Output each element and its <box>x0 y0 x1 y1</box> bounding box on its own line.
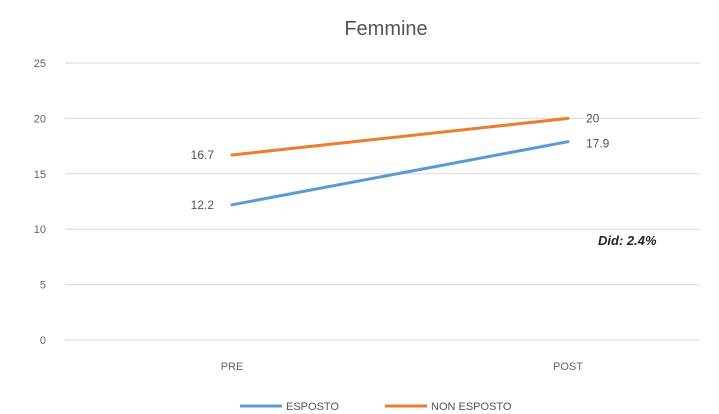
x-category-label: PRE <box>221 361 244 373</box>
data-labels: 12.2 17.9 16.7 20 <box>191 111 610 211</box>
data-label: 12.2 <box>191 198 215 212</box>
y-tick-label: 20 <box>34 113 46 125</box>
series-line-esposto <box>230 140 570 207</box>
chart-title: Femmine <box>344 18 427 40</box>
did-annotation: Did: 2.4% <box>598 233 657 248</box>
series-line-non-esposto <box>230 116 570 157</box>
y-tick-label: 10 <box>34 224 46 236</box>
x-axis-categories: PRE POST <box>221 361 584 373</box>
x-category-label: POST <box>553 361 583 373</box>
data-label: 20 <box>586 111 600 125</box>
data-label: 17.9 <box>586 137 610 151</box>
gridlines <box>65 62 700 341</box>
y-tick-label: 25 <box>34 58 46 70</box>
data-label: 16.7 <box>191 148 215 162</box>
y-tick-label: 5 <box>40 280 46 292</box>
y-axis-ticks: 0 5 10 15 20 25 <box>34 58 46 347</box>
legend: ESPOSTO NON ESPOSTO <box>240 401 512 413</box>
legend-label: NON ESPOSTO <box>431 401 512 413</box>
y-tick-label: 15 <box>34 169 46 181</box>
y-tick-label: 0 <box>40 335 46 347</box>
series-lines <box>230 116 570 207</box>
legend-label: ESPOSTO <box>286 401 339 413</box>
